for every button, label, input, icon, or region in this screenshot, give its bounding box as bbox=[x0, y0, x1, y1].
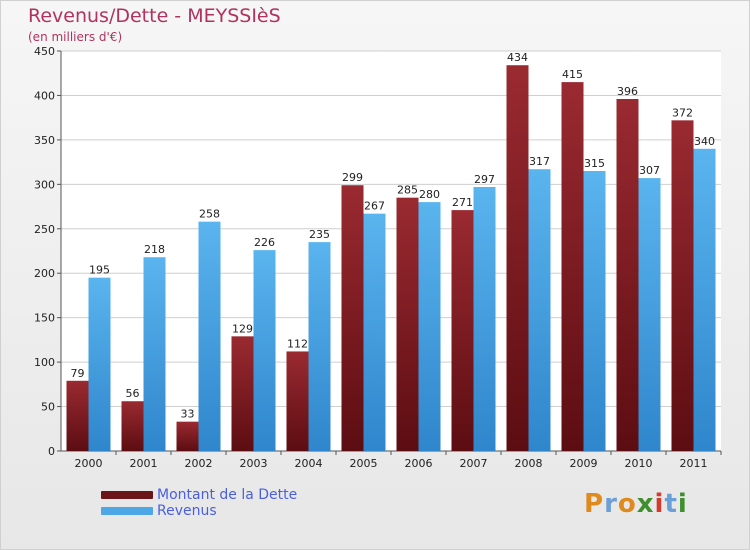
data-label-debt: 271 bbox=[452, 196, 473, 209]
bar-debt bbox=[176, 421, 199, 451]
y-tick-label: 0 bbox=[48, 445, 55, 458]
bar-revenus bbox=[473, 187, 496, 451]
chart-title: Revenus/Dette - MEYSSIèS bbox=[28, 5, 281, 27]
x-tick-label: 2002 bbox=[185, 457, 213, 470]
bar-debt bbox=[451, 210, 474, 451]
legend-item-revenus: Revenus bbox=[101, 503, 297, 519]
legend-swatch-revenus bbox=[101, 507, 153, 515]
y-tick-label: 400 bbox=[34, 89, 55, 102]
x-tick-label: 2011 bbox=[680, 457, 708, 470]
data-label-revenus: 315 bbox=[584, 157, 605, 170]
data-label-debt: 129 bbox=[232, 322, 253, 335]
data-label-debt: 56 bbox=[126, 387, 140, 400]
y-tick-label: 200 bbox=[34, 267, 55, 280]
y-tick-label: 100 bbox=[34, 356, 55, 369]
legend-swatch-debt bbox=[101, 491, 153, 499]
data-label-revenus: 218 bbox=[144, 243, 165, 256]
bar-debt bbox=[286, 351, 309, 451]
legend-item-debt: Montant de la Dette bbox=[101, 487, 297, 503]
x-tick-label: 2007 bbox=[460, 457, 488, 470]
logo-letter: o bbox=[617, 489, 637, 519]
bar-debt bbox=[506, 65, 529, 451]
x-tick-label: 2003 bbox=[240, 457, 268, 470]
data-label-debt: 112 bbox=[287, 337, 308, 350]
x-tick-label: 2010 bbox=[625, 457, 653, 470]
logo-letter: t bbox=[664, 489, 678, 519]
x-tick-label: 2008 bbox=[515, 457, 543, 470]
data-label-revenus: 235 bbox=[309, 228, 330, 241]
bar-revenus bbox=[528, 169, 551, 451]
x-tick-label: 2000 bbox=[75, 457, 103, 470]
legend-label-debt: Montant de la Dette bbox=[157, 487, 298, 503]
bar-revenus bbox=[363, 213, 386, 451]
bar-revenus bbox=[308, 242, 331, 451]
bar-revenus bbox=[583, 171, 606, 451]
bar-revenus bbox=[253, 250, 276, 451]
data-label-revenus: 280 bbox=[419, 188, 440, 201]
data-label-revenus: 340 bbox=[694, 135, 715, 148]
y-tick-label: 300 bbox=[34, 178, 55, 191]
legend-label-revenus: Revenus bbox=[157, 503, 217, 519]
y-tick-label: 350 bbox=[34, 134, 55, 147]
bar-debt bbox=[66, 380, 89, 451]
bar-revenus bbox=[143, 257, 166, 451]
grid-layer bbox=[61, 50, 721, 451]
data-label-debt: 33 bbox=[181, 408, 195, 421]
data-label-debt: 415 bbox=[562, 68, 583, 81]
logo-letter: r bbox=[604, 489, 618, 519]
bar-debt bbox=[341, 185, 364, 451]
logo-letter: i bbox=[677, 489, 688, 519]
bar-debt bbox=[616, 99, 639, 451]
axis-layer: 0 50 100 150 200 250 300 350 400 450 2000 2001 2002 2… bbox=[34, 45, 722, 470]
bar-debt bbox=[671, 120, 694, 451]
bar-revenus bbox=[418, 202, 441, 451]
bar-debt bbox=[396, 197, 419, 451]
data-label-debt: 79 bbox=[71, 367, 85, 380]
data-label-debt: 372 bbox=[672, 106, 693, 119]
bar-revenus bbox=[638, 178, 661, 451]
logo-letter: P bbox=[584, 489, 605, 519]
y-tick-label: 250 bbox=[34, 223, 55, 236]
y-tick-label: 50 bbox=[41, 401, 55, 414]
data-label-debt: 396 bbox=[617, 85, 638, 98]
y-tick-label: 450 bbox=[34, 45, 55, 58]
label-layer: 79 195 56 218 33 258 129 226 112 235 299 267 285 280 2… bbox=[71, 51, 716, 420]
data-label-revenus: 195 bbox=[89, 264, 110, 277]
logo-letter: i bbox=[654, 489, 665, 519]
data-label-revenus: 258 bbox=[199, 208, 220, 221]
data-label-revenus: 226 bbox=[254, 236, 275, 249]
legend: Montant de la Dette Revenus bbox=[101, 487, 297, 519]
bar-layer bbox=[66, 65, 716, 451]
data-label-revenus: 317 bbox=[529, 155, 550, 168]
data-label-debt: 299 bbox=[342, 171, 363, 184]
x-tick-label: 2006 bbox=[405, 457, 433, 470]
data-label-revenus: 297 bbox=[474, 173, 495, 186]
data-label-debt: 434 bbox=[507, 51, 528, 64]
data-label-revenus: 307 bbox=[639, 164, 660, 177]
data-label-revenus: 267 bbox=[364, 200, 385, 213]
x-tick-label: 2009 bbox=[570, 457, 598, 470]
chart-unit-label: (en milliers d'€) bbox=[28, 30, 123, 44]
data-label-debt: 285 bbox=[397, 184, 418, 197]
proxiti-logo: Proxiti bbox=[584, 489, 688, 519]
bar-debt bbox=[561, 82, 584, 451]
bar-revenus bbox=[693, 148, 716, 451]
bar-revenus bbox=[198, 221, 221, 451]
y-tick-label: 150 bbox=[34, 312, 55, 325]
bar-revenus bbox=[88, 277, 111, 451]
x-tick-label: 2004 bbox=[295, 457, 323, 470]
bar-debt bbox=[121, 401, 144, 451]
x-tick-label: 2005 bbox=[350, 457, 378, 470]
plot-area bbox=[61, 51, 721, 451]
bar-debt bbox=[231, 336, 254, 451]
x-tick-label: 2001 bbox=[130, 457, 158, 470]
logo-letter: x bbox=[636, 489, 655, 519]
